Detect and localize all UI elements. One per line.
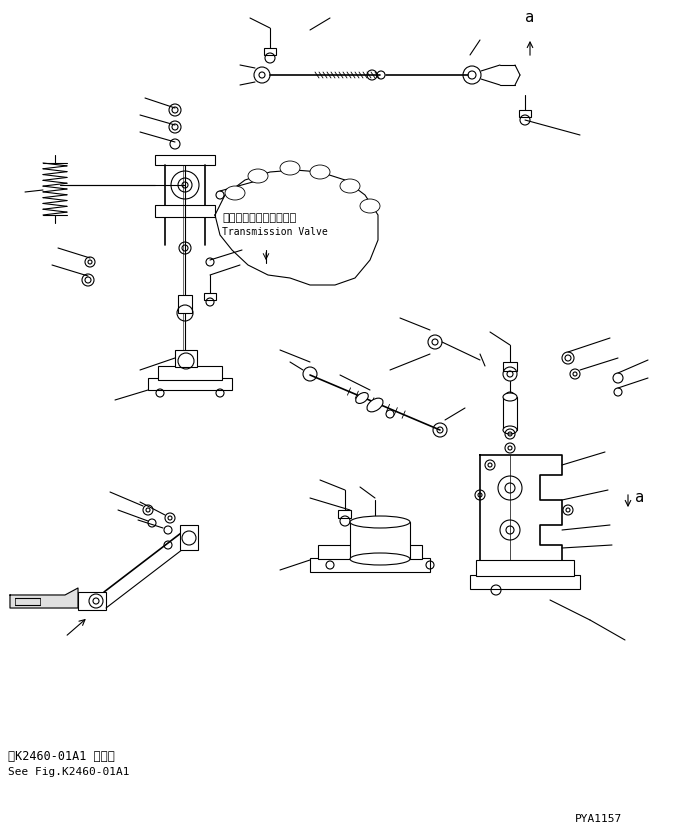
Bar [476,560,574,576]
Ellipse shape [503,393,517,401]
Ellipse shape [367,398,383,412]
Bar [204,293,216,300]
Bar [178,295,192,313]
Ellipse shape [503,426,517,434]
Text: Transmission Valve: Transmission Valve [222,227,328,237]
Ellipse shape [280,161,300,175]
Bar [318,545,422,559]
Text: PYA1157: PYA1157 [575,814,622,824]
Ellipse shape [360,199,380,213]
Ellipse shape [225,186,245,200]
Bar [470,575,580,589]
Bar [15,598,40,605]
Ellipse shape [356,393,368,404]
Bar [148,378,232,390]
Ellipse shape [310,165,330,179]
Polygon shape [10,588,78,608]
Bar [158,366,222,380]
Bar [175,350,197,367]
Text: a: a [635,490,644,504]
Bar [155,205,215,217]
Bar [338,510,351,518]
Ellipse shape [340,179,360,193]
Bar [78,592,106,610]
Bar [519,110,531,117]
Text: 第K2460-01A1 図参照: 第K2460-01A1 図参照 [8,750,115,762]
Ellipse shape [248,169,268,183]
Ellipse shape [350,553,410,565]
Bar [350,522,410,559]
Bar [503,397,517,430]
Bar [503,362,517,371]
Bar [310,558,430,572]
Bar [155,155,215,165]
Text: トランスミションバルブ: トランスミションバルブ [222,213,296,223]
Bar [264,48,276,55]
Text: See Fig.K2460-01A1: See Fig.K2460-01A1 [8,767,129,777]
Text: a: a [525,11,534,26]
Ellipse shape [350,516,410,528]
Bar [180,525,198,550]
